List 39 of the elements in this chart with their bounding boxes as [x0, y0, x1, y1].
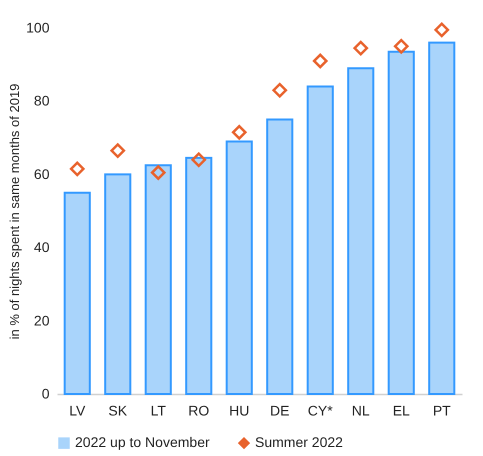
point — [353, 40, 368, 56]
x-tick-label: LT — [150, 402, 166, 418]
point — [70, 162, 85, 176]
x-tick-label: RO — [188, 402, 210, 418]
x-tick-label: DE — [270, 402, 290, 418]
bar — [104, 173, 132, 395]
bar — [185, 156, 212, 395]
y-tick-label: 60 — [34, 166, 50, 182]
bar — [64, 192, 91, 395]
point — [394, 38, 409, 54]
point — [312, 54, 328, 68]
x-tick-label: CY* — [308, 402, 334, 418]
x-tick-label: PT — [432, 402, 452, 418]
x-tick-label: EL — [392, 402, 410, 418]
point — [434, 22, 450, 38]
point — [232, 124, 247, 140]
bar — [428, 42, 456, 395]
legend-label: 2022 up to November — [75, 434, 210, 450]
point — [150, 165, 166, 180]
x-tick-label: LV — [69, 402, 86, 418]
bar — [144, 164, 172, 395]
bar — [226, 140, 253, 395]
y-tick-label: 100 — [26, 20, 50, 36]
x-tick-label: SK — [108, 402, 128, 418]
point — [191, 152, 206, 168]
y-axis-title: in % of nights spent in same months of 2019 — [7, 84, 22, 340]
y-tick-label: 80 — [34, 92, 50, 109]
bar — [388, 50, 415, 395]
x-tick-label: HU — [229, 402, 250, 418]
y-tick-label: 0 — [42, 386, 50, 402]
point — [110, 143, 126, 158]
bar — [306, 86, 334, 395]
legend-label: Summer 2022 — [255, 434, 344, 450]
bar — [347, 67, 374, 395]
bar — [266, 118, 294, 395]
y-tick-label: 20 — [34, 312, 50, 328]
y-tick-label: 40 — [34, 239, 50, 256]
point — [272, 82, 288, 98]
x-tick-label: NL — [352, 402, 370, 418]
